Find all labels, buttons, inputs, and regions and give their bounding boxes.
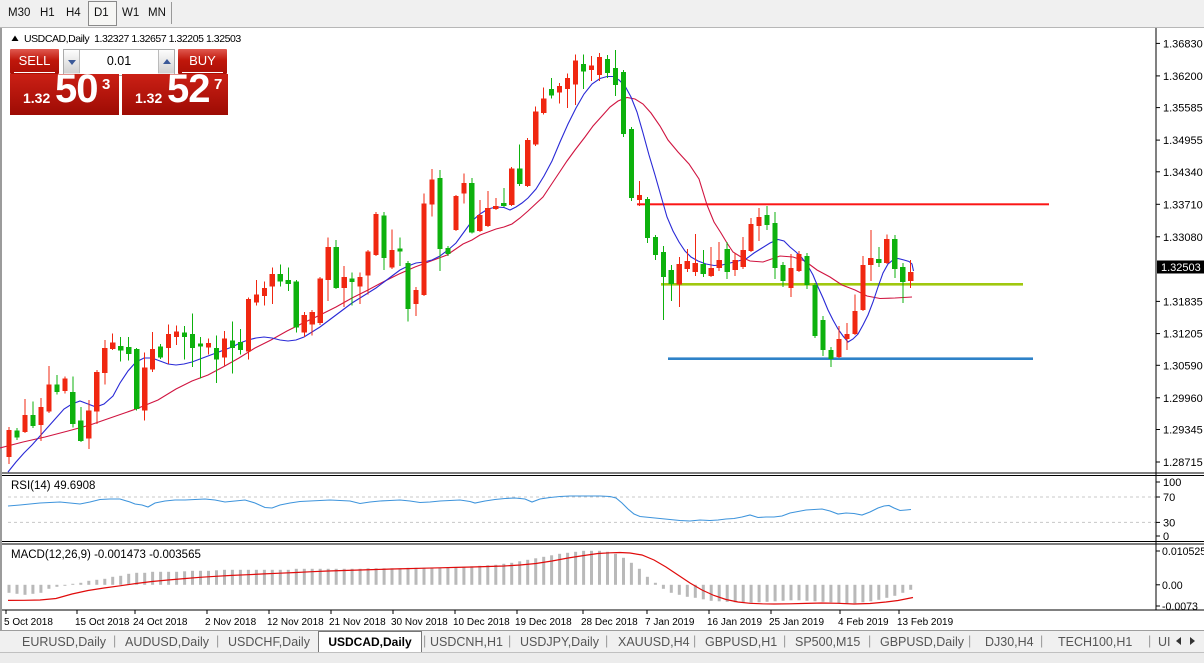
svg-text:MACD(12,26,9) -0.001473 -0.003: MACD(12,26,9) -0.001473 -0.003565: [11, 549, 201, 561]
svg-text:13 Feb 2019: 13 Feb 2019: [897, 617, 954, 628]
svg-text:19 Dec 2018: 19 Dec 2018: [515, 617, 572, 628]
svg-text:0.00: 0.00: [1162, 580, 1183, 592]
svg-text:25 Jan 2019: 25 Jan 2019: [769, 617, 824, 628]
svg-text:1.32503: 1.32503: [1161, 262, 1201, 274]
svg-text:100: 100: [1163, 477, 1181, 489]
svg-text:28 Dec 2018: 28 Dec 2018: [581, 617, 638, 628]
svg-text:1.36830: 1.36830: [1163, 38, 1203, 50]
svg-text:24 Oct 2018: 24 Oct 2018: [133, 617, 188, 628]
svg-text:0.010525: 0.010525: [1162, 546, 1204, 558]
svg-text:1.33080: 1.33080: [1163, 232, 1203, 244]
svg-text:16 Jan 2019: 16 Jan 2019: [707, 617, 762, 628]
svg-text:70: 70: [1163, 492, 1175, 504]
svg-text:1.35585: 1.35585: [1163, 103, 1203, 115]
svg-text:30: 30: [1163, 517, 1175, 529]
svg-text:21 Nov 2018: 21 Nov 2018: [329, 617, 386, 628]
svg-text:10 Dec 2018: 10 Dec 2018: [453, 617, 510, 628]
svg-text:1.30590: 1.30590: [1163, 360, 1203, 372]
svg-text:1.34955: 1.34955: [1163, 135, 1203, 147]
svg-text:30 Nov 2018: 30 Nov 2018: [391, 617, 448, 628]
svg-text:4 Feb 2019: 4 Feb 2019: [838, 617, 889, 628]
svg-text:1.31835: 1.31835: [1163, 296, 1203, 308]
svg-text:7 Jan 2019: 7 Jan 2019: [645, 617, 695, 628]
svg-text:2 Nov 2018: 2 Nov 2018: [205, 617, 257, 628]
svg-text:RSI(14) 49.6908: RSI(14) 49.6908: [11, 480, 95, 492]
svg-text:USDCAD,Daily 1.32327 1.32657: USDCAD,Daily 1.32327 1.32657 1.32205 1.3…: [24, 33, 241, 45]
svg-text:1.36200: 1.36200: [1163, 71, 1203, 83]
svg-text:0: 0: [1163, 531, 1169, 543]
svg-text:-0.0073: -0.0073: [1162, 601, 1198, 613]
svg-text:1.29345: 1.29345: [1163, 425, 1203, 437]
svg-text:1.31205: 1.31205: [1163, 329, 1203, 341]
svg-text:5 Oct 2018: 5 Oct 2018: [4, 617, 53, 628]
svg-text:12 Nov 2018: 12 Nov 2018: [267, 617, 324, 628]
svg-text:1.33710: 1.33710: [1163, 199, 1203, 211]
svg-text:1.29960: 1.29960: [1163, 393, 1203, 405]
svg-text:1.34340: 1.34340: [1163, 167, 1203, 179]
svg-text:1.28715: 1.28715: [1163, 457, 1203, 469]
svg-text:15 Oct 2018: 15 Oct 2018: [75, 617, 130, 628]
